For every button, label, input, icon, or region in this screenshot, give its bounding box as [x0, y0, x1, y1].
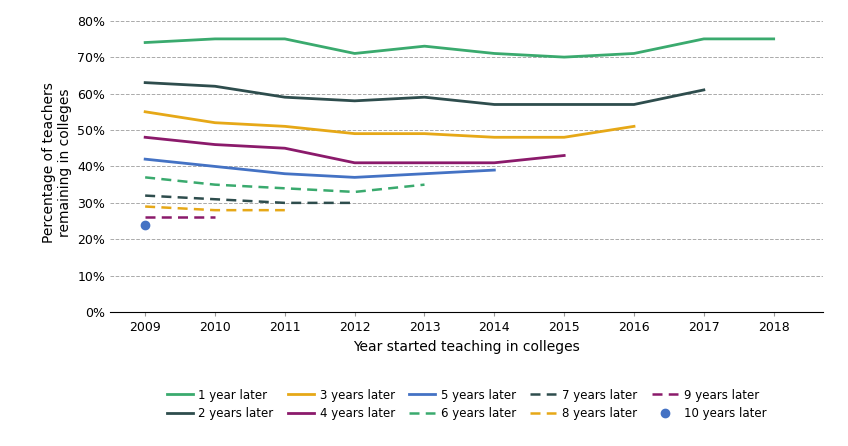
Legend: 1 year later, 2 years later, 3 years later, 4 years later, 5 years later, 6 year: 1 year later, 2 years later, 3 years lat… — [162, 384, 771, 425]
Y-axis label: Percentage of teachers
remaining in colleges: Percentage of teachers remaining in coll… — [42, 83, 72, 243]
X-axis label: Year started teaching in colleges: Year started teaching in colleges — [353, 340, 580, 354]
